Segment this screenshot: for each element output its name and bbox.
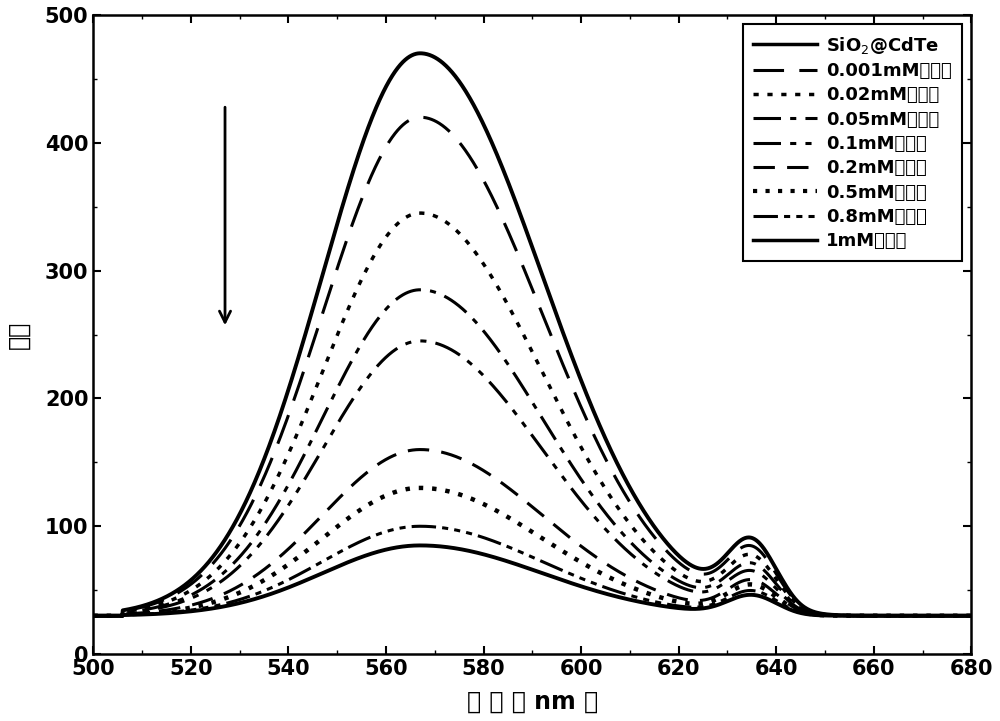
X-axis label: 波 长 （ nm ）: 波 长 （ nm ） [467,690,598,714]
Y-axis label: 強度: 強度 [7,320,31,349]
Legend: SiO$_2$@CdTe, 0.001mM葡萄糖, 0.02mM葡萄糖, 0.05mM葡萄糖, 0.1mM葡萄糖, 0.2mM葡萄糖, 0.5mM葡萄糖, 0.: SiO$_2$@CdTe, 0.001mM葡萄糖, 0.02mM葡萄糖, 0.0… [743,24,962,261]
